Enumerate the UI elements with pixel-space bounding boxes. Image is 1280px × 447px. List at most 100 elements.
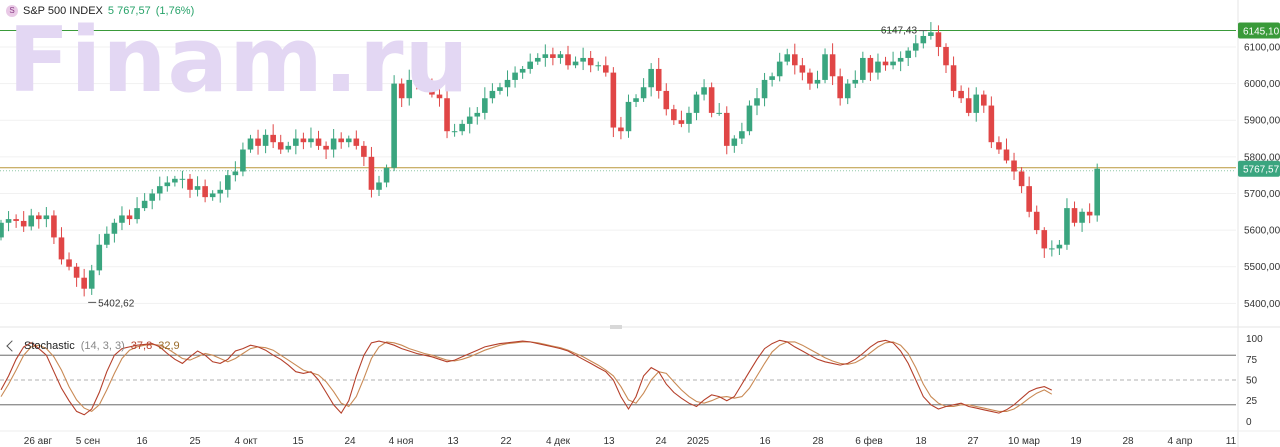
candle-down — [867, 57, 874, 73]
candle-up — [890, 61, 896, 66]
stochastic-legend: Stochastic (14, 3, 3) 37,8 32,9 — [6, 340, 180, 352]
candle-down — [1033, 211, 1040, 231]
price-tick-label: 5400,00 — [1244, 299, 1280, 310]
candle-up — [648, 68, 654, 88]
stochastic-d-value: 32,9 — [158, 340, 180, 352]
current-price-tag — [1238, 160, 1280, 177]
collapse-chevron-icon[interactable] — [6, 340, 18, 352]
candle-up — [330, 138, 337, 150]
candle-down — [398, 83, 405, 99]
candle-down — [81, 277, 87, 289]
candle-up — [232, 171, 239, 176]
candle-up — [28, 215, 35, 227]
candle-up — [973, 94, 980, 113]
candle-up — [928, 32, 934, 36]
candle-down — [671, 109, 677, 121]
candle-down — [943, 46, 949, 66]
candle-down — [950, 65, 957, 91]
price-tick-label: 6100,00 — [1244, 42, 1280, 53]
candle-down — [996, 142, 1002, 150]
candle-down — [723, 112, 730, 146]
candle-up — [512, 72, 518, 80]
time-tick-label: 4 окт — [235, 436, 258, 447]
candle-up — [474, 112, 481, 117]
candle-down — [565, 54, 571, 66]
time-tick-label: 4 ноя — [389, 436, 414, 447]
price-change: (1,76%) — [155, 5, 195, 17]
candle-down — [1041, 230, 1048, 249]
candle-up — [519, 68, 526, 73]
candle-up — [693, 94, 700, 113]
time-tick-label: 13 — [447, 436, 459, 447]
time-tick-label: 16 — [759, 436, 771, 447]
candle-up — [844, 83, 851, 99]
candle-down — [270, 134, 276, 143]
candle-up — [905, 50, 911, 58]
candle-up — [761, 79, 768, 99]
candle-down — [618, 127, 624, 132]
candle-down — [429, 87, 435, 95]
candle-up — [920, 35, 927, 44]
time-tick-label: 6 фев — [855, 435, 882, 447]
time-axis: 26 авг 5 сен 16 25 4 окт 15 24 4 ноя 13 22 4 дек 13… — [0, 430, 1280, 447]
candle-up — [769, 76, 775, 80]
candle-down — [799, 65, 806, 73]
candle-down — [315, 138, 322, 146]
candle-up — [247, 138, 254, 150]
candle-down — [587, 57, 594, 66]
candle-down — [444, 98, 450, 132]
candle-down — [603, 65, 609, 73]
candle-up — [746, 105, 753, 132]
time-tick-label: 28 — [1122, 436, 1134, 447]
candle-down — [981, 94, 987, 106]
candle-down — [1011, 160, 1017, 172]
candle-up — [731, 138, 738, 146]
time-tick-label: 19 — [1070, 436, 1082, 447]
candle-down — [436, 94, 443, 99]
time-tick-label: 24 — [344, 436, 356, 447]
price-lines — [0, 29, 1236, 172]
time-tick-label: 4 апр — [1168, 436, 1193, 447]
candle-down — [550, 54, 556, 58]
candle-up — [686, 112, 692, 124]
candle-up — [852, 79, 859, 84]
candle-up — [194, 186, 201, 190]
candle-up — [814, 79, 821, 84]
time-tick-label: 2025 — [687, 436, 710, 447]
candle-down — [807, 72, 813, 84]
candle-down — [988, 105, 995, 143]
candle-up — [504, 79, 511, 88]
candle-up — [111, 222, 118, 234]
stochastic-label[interactable]: Stochastic — [24, 340, 75, 352]
candle-up — [293, 138, 299, 146]
price-tick-label: 5500,00 — [1244, 262, 1280, 273]
candle-down — [663, 90, 670, 110]
time-tick-label: 27 — [967, 436, 979, 447]
instrument-name[interactable]: S&P 500 INDEX — [23, 5, 103, 17]
candle-up — [897, 57, 904, 62]
candle-up — [5, 219, 12, 223]
candle-down — [126, 215, 133, 220]
candle-up — [1079, 211, 1085, 223]
candle-up — [217, 189, 224, 194]
candle-down — [882, 61, 889, 66]
candle-down — [421, 83, 428, 88]
time-tick-label: 13 — [603, 436, 615, 447]
candle-up — [240, 149, 246, 172]
candle-up — [225, 175, 231, 190]
candle-down — [361, 145, 367, 157]
candle-down — [255, 138, 261, 146]
candle-up — [406, 79, 413, 99]
candle-down — [300, 138, 307, 143]
candle-up — [96, 244, 103, 271]
candle-down — [935, 32, 942, 47]
candle-up — [1056, 244, 1063, 249]
candle-up — [459, 123, 465, 132]
price-tick-label: 5700,00 — [1244, 189, 1280, 200]
stochastic-tick-label: 25 — [1246, 396, 1258, 407]
stochastic-d-line — [0, 341, 1053, 413]
time-tick-label: 18 — [915, 436, 927, 447]
candle-up — [534, 57, 541, 62]
